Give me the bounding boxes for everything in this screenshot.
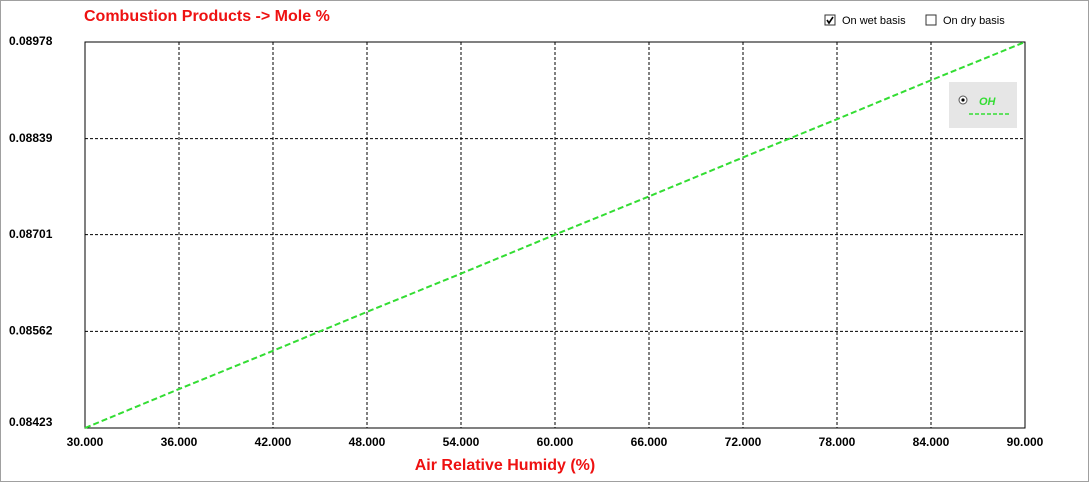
x-tick-label: 42.000 [255, 435, 292, 449]
x-tick-label: 90.000 [1007, 435, 1044, 449]
x-axis-label: Air Relative Humidy (%) [415, 457, 595, 474]
legend-box [949, 82, 1017, 128]
y-tick-label: 0.08839 [9, 131, 53, 145]
checkbox-label[interactable]: On dry basis [943, 15, 1005, 27]
checkbox-label[interactable]: On wet basis [842, 15, 906, 27]
y-tick-label: 0.08562 [9, 323, 53, 337]
chart-title: Combustion Products -> Mole % [84, 8, 330, 25]
x-tick-label: 66.000 [631, 435, 668, 449]
plot-border [84, 41, 1026, 429]
x-tick-label: 78.000 [819, 435, 856, 449]
x-tick-label: 48.000 [349, 435, 386, 449]
checkbox-tick [826, 16, 834, 25]
x-tick-label: 84.000 [913, 435, 950, 449]
y-tick-label: 0.08701 [9, 227, 53, 241]
x-tick-label: 54.000 [443, 435, 480, 449]
x-tick-label: 60.000 [537, 435, 574, 449]
y-tick-label: 0.08978 [9, 34, 53, 48]
legend-label: OH [979, 96, 997, 108]
x-tick-label: 72.000 [725, 435, 762, 449]
y-tick-label: 0.08423 [9, 415, 53, 429]
x-tick-label: 30.000 [67, 435, 104, 449]
checkbox[interactable] [824, 14, 836, 26]
legend-radio-dot [961, 98, 965, 102]
checkbox[interactable] [925, 14, 937, 26]
data-line [84, 41, 1026, 429]
x-tick-label: 36.000 [161, 435, 198, 449]
